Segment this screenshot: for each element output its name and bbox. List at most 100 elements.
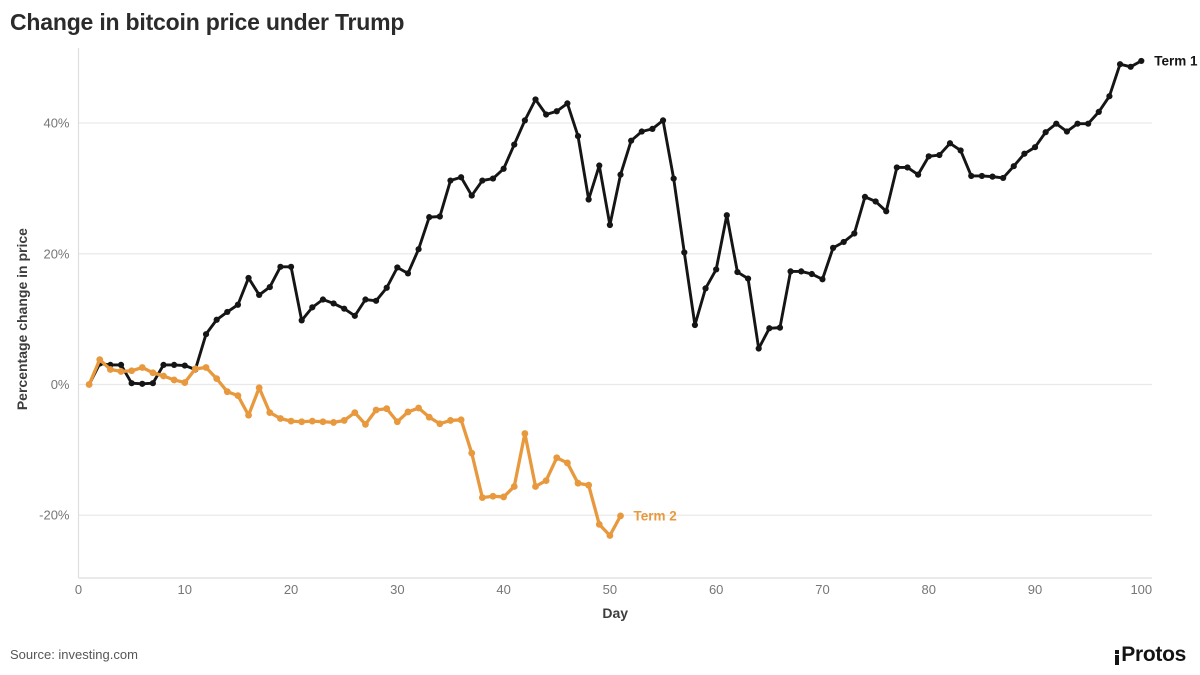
term1-data-point-marker <box>989 173 996 180</box>
term1-data-point-marker <box>458 174 465 181</box>
term1-data-point-marker <box>426 214 433 221</box>
term1-data-point-marker <box>936 151 943 159</box>
term1-data-point-marker <box>638 128 645 135</box>
term1-data-point-marker <box>766 325 773 332</box>
x-tick-label: 0 <box>75 582 82 597</box>
brand-logo: Protos <box>1115 643 1186 667</box>
term2-data-point-marker <box>266 409 274 417</box>
term1-data-point-marker <box>1127 63 1134 70</box>
series-label-term1: Term 1 <box>1154 53 1198 68</box>
term1-data-point-marker <box>404 270 412 277</box>
term1-data-point-marker <box>394 264 401 271</box>
term1-data-point-marker <box>893 164 900 171</box>
term1-data-point-marker <box>224 308 231 316</box>
term1-data-point-marker <box>309 304 316 311</box>
y-tick-label: -20% <box>39 508 70 523</box>
term1-data-point-marker <box>1106 93 1113 100</box>
y-tick-label: 40% <box>43 116 69 131</box>
term2-data-point-marker <box>383 405 391 413</box>
term1-data-point-marker <box>436 213 443 220</box>
term1-data-point-marker <box>1000 174 1007 182</box>
term1-data-point-marker <box>649 125 656 133</box>
term1-data-point-marker <box>553 108 560 115</box>
term2-data-point-marker <box>117 368 125 375</box>
term1-data-point-marker <box>521 117 528 124</box>
term1-data-point-marker <box>681 249 688 256</box>
term1-data-point-marker <box>468 192 475 199</box>
term1-data-point-marker <box>1021 150 1028 157</box>
term2-data-point-marker <box>277 415 284 422</box>
term1-data-point-marker <box>202 331 210 338</box>
term1-data-point-marker <box>883 208 890 215</box>
x-tick-label: 30 <box>390 582 404 597</box>
term2-data-point-marker <box>563 459 571 467</box>
term1-data-point-marker <box>1042 129 1049 136</box>
term1-data-point-marker <box>840 238 847 246</box>
y-tick-label: 0% <box>51 377 70 392</box>
term1-data-point-marker <box>946 140 954 147</box>
term1-data-point-marker <box>861 193 869 200</box>
term2-data-point-marker <box>585 481 593 489</box>
term2-data-point-marker <box>489 492 497 500</box>
term1-data-point-marker <box>904 164 911 171</box>
term1-data-point-marker <box>798 268 805 275</box>
term1-data-point-marker <box>606 221 614 229</box>
term1-data-point-marker <box>1116 61 1124 68</box>
term1-data-point-marker <box>479 177 486 184</box>
term2-data-point-marker <box>138 364 146 371</box>
term1-data-point-marker <box>872 198 879 205</box>
term2-data-point-marker <box>521 430 529 437</box>
term1-data-point-marker <box>968 172 975 180</box>
term2-data-point-marker <box>308 417 316 425</box>
term1-data-point-marker <box>287 263 295 270</box>
term1-data-point-marker <box>596 162 603 169</box>
term2-data-point-marker <box>330 419 337 426</box>
x-tick-label: 90 <box>1028 582 1042 597</box>
term1-data-point-marker <box>1074 120 1081 127</box>
term1-data-point-marker <box>734 268 741 276</box>
term2-data-point-marker <box>245 411 252 419</box>
term1-data-point-marker <box>691 321 699 329</box>
term1-data-point-marker <box>713 266 720 273</box>
term1-data-point-marker <box>574 132 582 140</box>
term1-data-point-marker <box>372 297 380 304</box>
term2-data-point-marker <box>362 420 369 428</box>
x-tick-label: 50 <box>603 582 617 597</box>
term2-data-point-marker <box>181 379 189 386</box>
term1-data-point-marker <box>1063 128 1071 135</box>
term2-data-point-marker <box>96 356 104 364</box>
term1-data-point-marker <box>1053 120 1060 127</box>
term1-line <box>87 59 1143 386</box>
term2-data-point-marker <box>319 418 327 426</box>
term1-data-point-marker <box>915 171 922 178</box>
term2-data-point-marker <box>595 520 603 528</box>
term1-data-point-marker <box>362 296 369 303</box>
term2-data-point-marker <box>617 512 624 520</box>
term1-data-point-marker <box>819 276 826 283</box>
term2-data-point-marker <box>606 532 614 539</box>
term1-data-point-marker <box>829 244 837 251</box>
term2-data-point-marker <box>340 417 348 424</box>
term1-data-point-marker <box>628 137 635 144</box>
x-tick-label: 100 <box>1130 582 1152 597</box>
term1-data-point-marker <box>500 165 507 172</box>
term1-data-point-marker <box>277 263 284 270</box>
series-label-term2: Term 2 <box>634 508 677 523</box>
term2-data-point-marker <box>149 369 157 377</box>
term1-data-point-marker <box>266 283 273 291</box>
term1-data-point-marker <box>978 172 985 180</box>
term1-data-point-marker <box>585 196 592 203</box>
term2-data-point-marker <box>393 418 401 426</box>
protos-logo-icon <box>1115 650 1119 665</box>
brand-name: Protos <box>1121 643 1186 666</box>
term2-data-point-marker <box>287 417 295 425</box>
term1-data-point-marker <box>543 111 550 118</box>
term1-data-point-marker <box>341 305 348 312</box>
source-note: Source: investing.com <box>10 647 138 662</box>
term1-data-point-marker <box>532 96 539 103</box>
term2-data-point-marker <box>351 409 359 417</box>
term2-line <box>87 358 623 538</box>
term1-data-point-marker <box>776 324 784 331</box>
term1-data-point-marker <box>117 361 125 368</box>
term1-data-point-marker <box>1010 163 1017 170</box>
